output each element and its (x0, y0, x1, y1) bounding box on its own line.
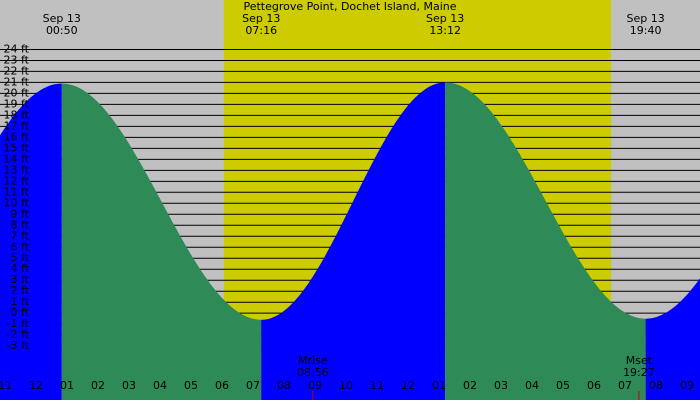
x-tick-label: 09 (680, 379, 694, 392)
tide-time: 07:16 (245, 24, 277, 37)
y-tick-label: 15 ft (4, 141, 30, 154)
x-tick-label: 07 (618, 379, 632, 392)
y-tick-label: 4 ft (11, 262, 30, 275)
y-tick-label: 19 ft (4, 97, 30, 110)
y-tick-label: 23 ft (4, 53, 30, 66)
falling-tide (61, 83, 262, 400)
falling-tide (445, 82, 646, 401)
tide-time: 00:50 (46, 24, 78, 37)
x-tick-label: 06 (215, 379, 229, 392)
chart-title: Pettegrove Point, Dochet Island, Maine (243, 0, 456, 13)
y-tick-label: 24 ft (4, 42, 30, 55)
moon-time: 19:27 (623, 366, 655, 379)
tide-time: 13:12 (429, 24, 461, 37)
x-tick-label: 06 (587, 379, 601, 392)
x-tick-label: 01 (60, 379, 74, 392)
y-tick-label: -3 ft (7, 339, 30, 352)
y-tick-label: -1 ft (7, 317, 30, 330)
y-tick-label: 16 ft (4, 130, 30, 143)
tide-date: Sep 13 (43, 12, 81, 25)
x-tick-label: 11 (0, 379, 12, 392)
y-tick-label: 9 ft (11, 207, 30, 220)
y-tick-label: 1 ft (11, 295, 30, 308)
tide-date: Sep 13 (627, 12, 665, 25)
tide-date: Sep 13 (426, 12, 464, 25)
y-tick-label: 8 ft (11, 218, 30, 231)
x-tick-label: 12 (401, 379, 415, 392)
y-tick-label: -2 ft (7, 328, 30, 341)
x-tick-label: 05 (556, 379, 570, 392)
x-tick-label: 01 (432, 379, 446, 392)
x-tick-label: 11 (370, 379, 384, 392)
moon-time: 08:56 (297, 366, 329, 379)
rising-tide (0, 83, 62, 400)
y-tick-label: 2 ft (11, 284, 30, 297)
rising-tide (645, 278, 700, 400)
y-tick-label: 13 ft (4, 163, 30, 176)
x-tick-label: 08 (649, 379, 663, 392)
moon-event: Mset (626, 354, 653, 367)
rising-tide (261, 82, 446, 401)
tide-date: Sep 13 (242, 12, 280, 25)
x-tick-label: 04 (525, 379, 539, 392)
y-tick-label: 20 ft (4, 86, 30, 99)
x-tick-label: 03 (122, 379, 136, 392)
x-tick-label: 05 (184, 379, 198, 392)
y-tick-label: 6 ft (11, 240, 30, 253)
y-tick-label: 7 ft (11, 229, 30, 242)
x-tick-label: 07 (246, 379, 260, 392)
moon-event: Mrise (298, 354, 328, 367)
x-tick-label: 02 (463, 379, 477, 392)
x-tick-label: 04 (153, 379, 167, 392)
y-tick-label: 22 ft (4, 64, 30, 77)
y-tick-label: 21 ft (4, 75, 30, 88)
x-tick-label: 09 (308, 379, 322, 392)
y-tick-label: 0 ft (11, 306, 30, 319)
y-tick-label: 3 ft (11, 273, 30, 286)
x-tick-label: 08 (277, 379, 291, 392)
y-tick-label: 18 ft (4, 108, 30, 121)
y-tick-label: 5 ft (11, 251, 30, 264)
y-tick-label: 17 ft (4, 119, 30, 132)
tide-time: 19:40 (630, 24, 662, 37)
x-tick-label: 10 (339, 379, 353, 392)
y-tick-label: 14 ft (4, 152, 30, 165)
x-tick-label: 02 (91, 379, 105, 392)
x-tick-label: 12 (29, 379, 43, 392)
x-tick-label: 03 (494, 379, 508, 392)
y-tick-label: 12 ft (4, 174, 30, 187)
y-tick-label: 11 ft (4, 185, 30, 198)
y-tick-label: 10 ft (4, 196, 30, 209)
